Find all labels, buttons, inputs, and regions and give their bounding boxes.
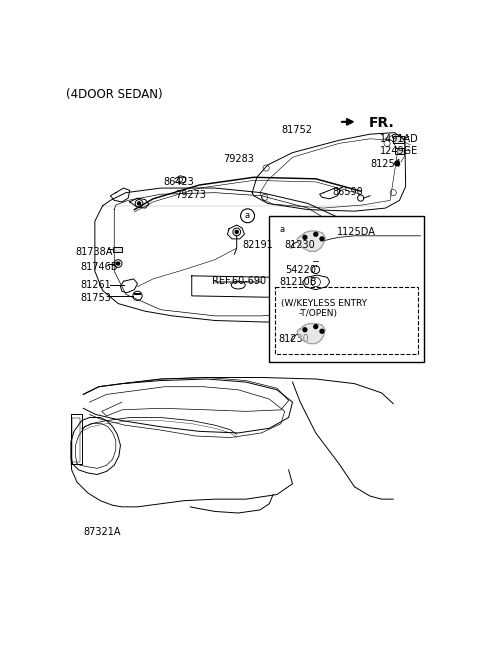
Text: 1491AD: 1491AD	[380, 134, 419, 144]
Text: 54220: 54220	[285, 265, 316, 275]
Text: 79283: 79283	[223, 154, 253, 164]
Circle shape	[314, 232, 318, 236]
Circle shape	[303, 236, 307, 239]
Text: 87321A: 87321A	[83, 527, 121, 537]
Text: (W/KEYLESS ENTRY: (W/KEYLESS ENTRY	[281, 299, 367, 308]
Circle shape	[320, 329, 324, 333]
Text: 81230: 81230	[285, 240, 315, 251]
Bar	[269, 216, 424, 362]
Bar	[393, 136, 404, 144]
Circle shape	[235, 230, 238, 234]
Text: 86423: 86423	[164, 177, 194, 187]
Polygon shape	[297, 323, 325, 344]
Text: 81210B: 81210B	[279, 277, 317, 287]
Circle shape	[117, 262, 120, 265]
Text: 81752: 81752	[281, 125, 312, 135]
Text: 79273: 79273	[175, 190, 206, 199]
Text: 86590: 86590	[333, 186, 363, 197]
Bar	[134, 293, 141, 295]
Text: a: a	[245, 211, 250, 220]
Circle shape	[314, 325, 318, 329]
Text: 81738A: 81738A	[75, 247, 113, 256]
Circle shape	[395, 161, 399, 166]
Text: REF.60-690: REF.60-690	[212, 276, 266, 286]
Text: 81230: 81230	[278, 335, 309, 344]
Text: (4DOOR SEDAN): (4DOOR SEDAN)	[66, 88, 163, 101]
Text: 81753: 81753	[80, 293, 111, 303]
Text: 81261: 81261	[80, 281, 111, 291]
Circle shape	[137, 202, 141, 205]
Text: FR.: FR.	[369, 115, 394, 130]
Bar	[113, 247, 122, 252]
Text: 82191: 82191	[242, 240, 273, 251]
Text: 1249GE: 1249GE	[380, 146, 419, 157]
Text: a: a	[279, 225, 284, 234]
Bar	[276, 287, 418, 354]
Text: 1125DA: 1125DA	[337, 226, 376, 237]
Bar	[395, 148, 404, 154]
Polygon shape	[297, 231, 325, 251]
Text: 81254: 81254	[370, 159, 401, 169]
Circle shape	[303, 328, 307, 332]
Circle shape	[320, 237, 324, 241]
Text: 81746B: 81746B	[80, 262, 118, 272]
Text: -T/OPEN): -T/OPEN)	[299, 309, 338, 318]
